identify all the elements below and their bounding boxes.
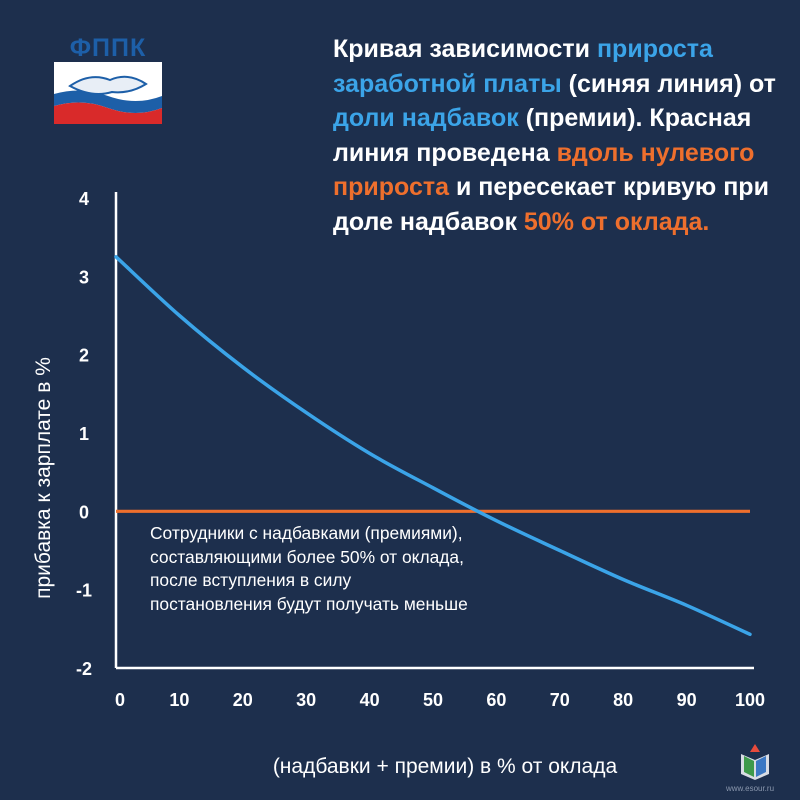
x-tick-label: 100: [735, 690, 765, 710]
x-tick-labels: 0 10 20 30 40 50 60 70 80 90 100: [115, 690, 765, 710]
headline: Кривая зависимости прироста заработной п…: [333, 32, 783, 240]
y-tick-label: 4: [79, 189, 89, 209]
watermark-text: www.esour.ru: [726, 784, 775, 793]
chart-annotation: Сотрудники с надбавками (премиями), сост…: [150, 523, 468, 614]
y-tick-label: 2: [79, 346, 89, 366]
headline-salary-growth: прироста заработной платы: [333, 35, 713, 98]
salary-growth-curve: [114, 255, 752, 637]
headline-part-3: (синяя линия) от: [561, 69, 776, 98]
logo-text: ФППК: [69, 34, 147, 62]
x-tick-label: 10: [169, 690, 189, 710]
headline-part-5: (премии). Красная линия проведена: [333, 104, 752, 167]
fppk-logo: ФППК: [52, 36, 164, 126]
x-tick-label: 70: [550, 690, 570, 710]
x-tick-label: 30: [296, 690, 316, 710]
headline-fifty-percent: 50% от оклада.: [523, 207, 710, 236]
y-tick-label: 3: [79, 267, 89, 287]
y-tick-label: -2: [76, 659, 92, 679]
handshake-flag-icon: [54, 62, 162, 124]
x-axis-label: (надбавки + премии) в % от оклада: [273, 755, 618, 778]
x-tick-label: 0: [115, 690, 125, 710]
headline-part-1: Кривая зависимости: [333, 35, 597, 63]
x-tick-label: 90: [677, 690, 697, 710]
y-tick-label: 0: [79, 502, 89, 522]
headline-zero-growth: вдоль нулевого прироста: [333, 138, 755, 202]
x-tick-label: 50: [423, 690, 443, 710]
headline-part-7: и пересекает кривую при доле надбавок: [333, 173, 769, 236]
y-tick-labels: -2 -1 0 1 2 3 4: [76, 189, 92, 679]
x-tick-label: 80: [613, 690, 633, 710]
x-tick-label: 40: [360, 690, 380, 710]
x-tick-label: 60: [486, 690, 506, 710]
y-tick-label: -1: [76, 581, 92, 601]
y-axis-label: прибавка к зарплате в %: [32, 357, 55, 599]
chart-axes: [114, 192, 754, 670]
series-group: [114, 255, 752, 637]
x-tick-label: 20: [233, 690, 253, 710]
y-tick-label: 1: [79, 424, 89, 444]
headline-bonus-share: доли надбавок: [333, 104, 519, 133]
book-logo-icon: [741, 744, 769, 780]
